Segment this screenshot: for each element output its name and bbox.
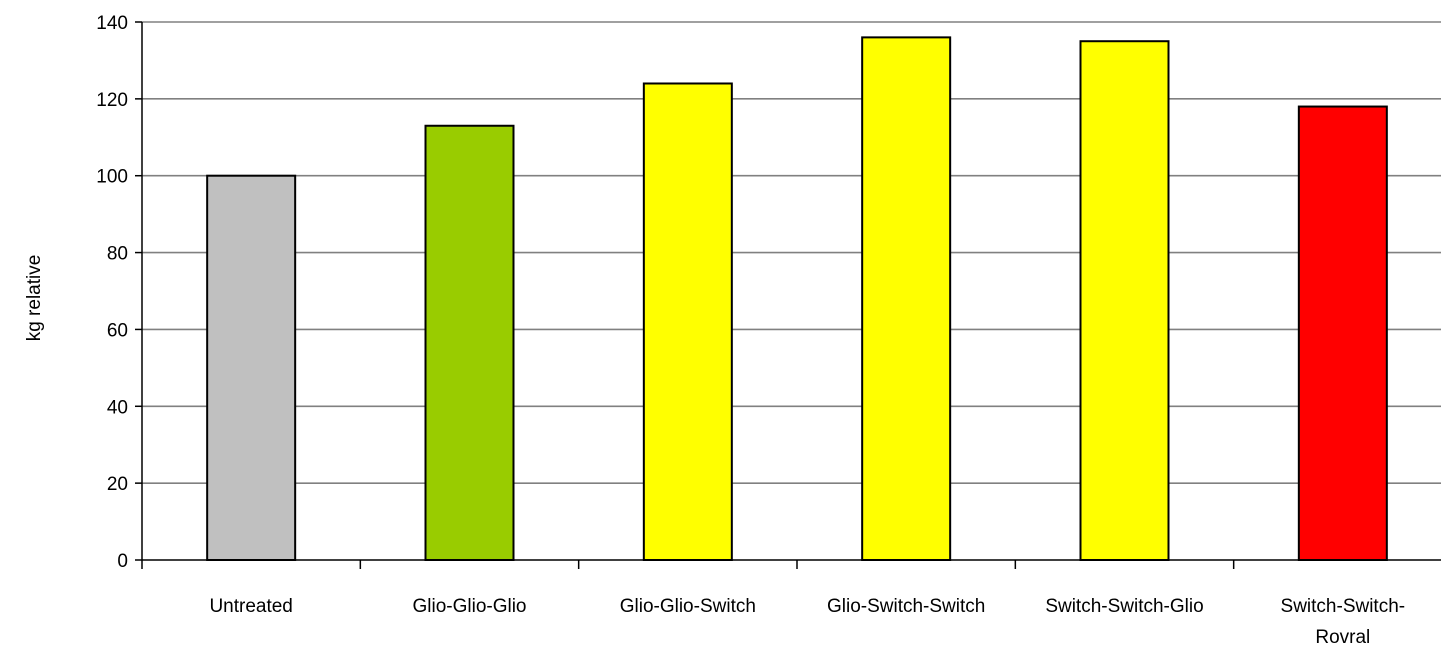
- y-tick-label: 100: [96, 167, 128, 188]
- bar: [424, 124, 515, 561]
- x-category-label: Switch-Switch-: [1281, 596, 1406, 617]
- y-tick-label: 120: [96, 90, 128, 111]
- bar: [642, 82, 733, 561]
- labels: 0 20 40 60 80 100 120 140 Untreated Glio-Glio-Gli…: [96, 13, 1405, 648]
- x-category-label: Untreated: [209, 596, 292, 617]
- y-tick-label: 140: [96, 13, 128, 34]
- axes: [135, 21, 1441, 569]
- x-category-label: Glio-Glio-Switch: [620, 596, 756, 617]
- bar: [1297, 105, 1388, 562]
- x-category-label: Glio-Glio-Glio: [412, 596, 526, 617]
- bar: [861, 36, 952, 562]
- y-axis-title: kg relative: [24, 255, 45, 342]
- x-category-label: Switch-Switch-Glio: [1045, 596, 1203, 617]
- gridlines: [142, 21, 1441, 484]
- bars: [206, 36, 1388, 562]
- bar: [206, 174, 297, 561]
- y-tick-label: 80: [107, 244, 128, 265]
- y-tick-label: 40: [107, 397, 128, 418]
- y-tick-label: 20: [107, 474, 128, 495]
- y-tick-label: 60: [107, 320, 128, 341]
- y-tick-label: 0: [117, 551, 128, 572]
- bar: [1079, 40, 1170, 561]
- x-category-label: Rovral: [1315, 627, 1370, 648]
- x-category-label: Glio-Switch-Switch: [827, 596, 985, 617]
